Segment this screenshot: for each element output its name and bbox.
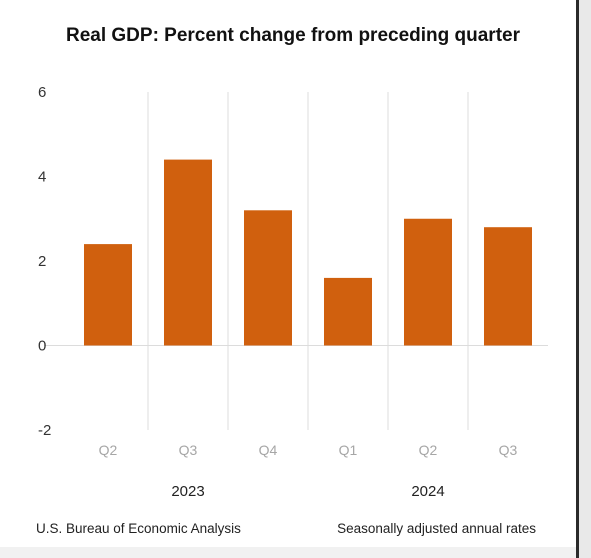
y-tick-label: -2 (38, 422, 51, 439)
y-tick-label: 6 (38, 84, 46, 101)
source-note: U.S. Bureau of Economic Analysis (36, 521, 241, 536)
bar-3 (244, 210, 292, 346)
x-tick-label: Q2 (99, 442, 118, 458)
chart-title: Real GDP: Percent change from preceding … (66, 25, 521, 46)
y-axis-ticks: 6 4 2 0 -2 (38, 84, 51, 439)
year-label: 2023 (171, 483, 204, 500)
x-tick-label: Q2 (419, 442, 438, 458)
bars (84, 159, 532, 346)
year-labels: 2023 2024 (171, 483, 444, 500)
x-tick-label: Q3 (499, 442, 518, 458)
bar-2 (164, 159, 212, 346)
bar-5 (404, 218, 452, 346)
bar-6 (484, 227, 532, 346)
y-tick-label: 0 (38, 338, 46, 355)
x-tick-label: Q4 (259, 442, 278, 458)
window-bottom-strip (0, 547, 576, 558)
x-tick-label: Q3 (179, 442, 198, 458)
y-tick-label: 4 (38, 169, 46, 186)
bar-4 (324, 277, 372, 346)
bar-1 (84, 244, 132, 346)
window-edge (576, 0, 579, 558)
year-label: 2024 (411, 483, 444, 500)
x-tick-label: Q1 (339, 442, 358, 458)
rates-note: Seasonally adjusted annual rates (337, 521, 536, 536)
chart-panel: Real GDP: Percent change from preceding … (0, 0, 576, 547)
x-axis-ticks: Q2 Q3 Q4 Q1 Q2 Q3 (99, 442, 518, 458)
y-tick-label: 2 (38, 253, 46, 270)
